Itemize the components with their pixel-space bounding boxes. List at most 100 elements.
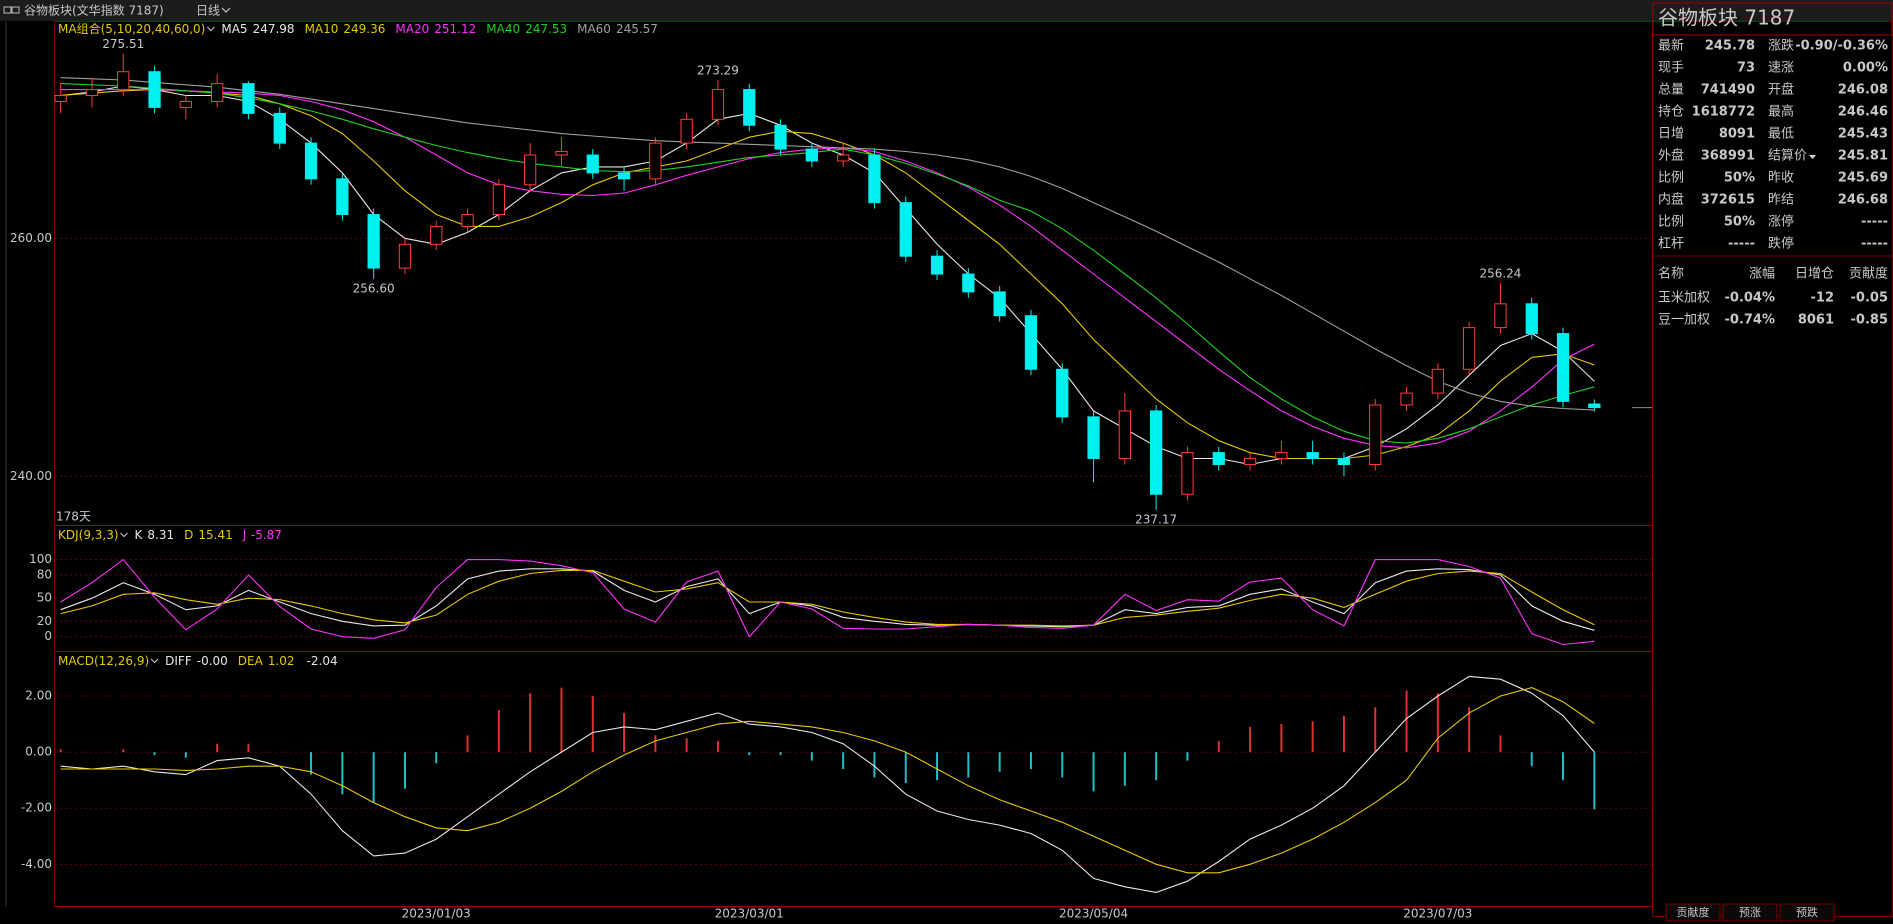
candle-body bbox=[1243, 458, 1257, 465]
x-tick-label: 2023/01/03 bbox=[402, 907, 471, 921]
candle-body bbox=[743, 89, 756, 126]
legend-value: -5.87 bbox=[251, 528, 282, 542]
y-tick-label: -4.00 bbox=[21, 857, 52, 871]
quote-label: 开盘 bbox=[1768, 82, 1794, 98]
legend-name: MA60 bbox=[577, 22, 611, 36]
candle-body bbox=[993, 291, 1006, 317]
quote-label: 杠杆 bbox=[1658, 236, 1684, 252]
x-tick-label: 2023/03/01 bbox=[715, 907, 784, 921]
legend-value: 247.53 bbox=[525, 22, 567, 36]
quote-value: -0.90/-0.36% bbox=[1795, 39, 1888, 54]
candle-body bbox=[649, 142, 662, 180]
indicator-line bbox=[60, 89, 1595, 449]
indicator-line bbox=[60, 569, 1595, 627]
candle-body bbox=[1369, 404, 1382, 465]
quote-value: 0.00% bbox=[1843, 61, 1888, 76]
period-selector[interactable]: 日线 bbox=[196, 4, 220, 18]
candle-body bbox=[304, 142, 318, 180]
tab[interactable] bbox=[1722, 903, 1778, 922]
component-cell: 8061 bbox=[1798, 313, 1834, 328]
candle-body bbox=[1556, 333, 1570, 402]
day-count: 178天 bbox=[56, 510, 91, 524]
legend: MA组合(5,10,20,40,60,0) MA5 247.98 MA10 249.36… bbox=[58, 21, 658, 36]
dropdown-icon[interactable] bbox=[1809, 155, 1817, 159]
candle-body bbox=[367, 214, 380, 269]
candle-body bbox=[148, 71, 161, 108]
candle-body bbox=[398, 243, 412, 269]
candle-body bbox=[1494, 303, 1507, 329]
component-cell: -12 bbox=[1811, 291, 1835, 306]
legend-dropdown[interactable] bbox=[207, 26, 215, 32]
legend-name: K bbox=[135, 528, 144, 542]
tab-label[interactable]: 贡献度 bbox=[1677, 905, 1710, 919]
y-tick-label: 50 bbox=[37, 591, 52, 605]
quote-value: 1618772 bbox=[1692, 105, 1755, 120]
quote-value: 245.43 bbox=[1838, 127, 1888, 142]
candle-body bbox=[1181, 452, 1194, 495]
y-tick-label: -2.00 bbox=[21, 801, 52, 815]
y-tick-label: 2.00 bbox=[25, 689, 52, 703]
legend-name: MA20 bbox=[395, 22, 429, 36]
candle-body bbox=[117, 71, 130, 91]
quote-label: 总量 bbox=[1658, 83, 1684, 98]
candle-body bbox=[805, 148, 818, 162]
quote-value: 245.69 bbox=[1838, 171, 1888, 186]
indicator-line bbox=[60, 558, 1595, 646]
quote-value: 246.08 bbox=[1838, 83, 1888, 98]
indicator-line bbox=[60, 89, 1595, 460]
quote-label: 现手 bbox=[1658, 61, 1684, 76]
window-icon[interactable] bbox=[3, 6, 12, 14]
candle-body bbox=[1431, 368, 1444, 394]
tab[interactable] bbox=[1779, 903, 1835, 922]
y-tick-label: 100 bbox=[29, 552, 52, 566]
candle-body bbox=[461, 214, 474, 227]
candle-body bbox=[1463, 327, 1476, 370]
quote-label: 比例 bbox=[1658, 215, 1684, 230]
legend-name: DIFF bbox=[165, 654, 192, 668]
legend-dropdown[interactable] bbox=[120, 532, 128, 538]
candle-body bbox=[774, 124, 787, 150]
tab-label[interactable]: 预涨 bbox=[1739, 906, 1761, 919]
dropdown-icon[interactable] bbox=[221, 7, 231, 13]
window-icon[interactable] bbox=[11, 6, 20, 14]
tab-label[interactable]: 预跌 bbox=[1796, 905, 1818, 919]
candle-body bbox=[837, 154, 850, 162]
tab[interactable] bbox=[1665, 903, 1721, 922]
candle-body bbox=[524, 154, 537, 186]
candle-body bbox=[336, 178, 349, 216]
legend-value: -2.04 bbox=[307, 654, 338, 668]
legend-name: MA40 bbox=[486, 22, 520, 36]
candle-body bbox=[54, 95, 67, 102]
quote-label: 涨跌 bbox=[1768, 38, 1794, 54]
legend-value: 251.12 bbox=[434, 22, 476, 36]
candle-body bbox=[1525, 303, 1538, 335]
indicator-line bbox=[60, 687, 1595, 874]
candle-body bbox=[680, 118, 693, 144]
candle-body bbox=[930, 255, 944, 275]
candle-body bbox=[430, 225, 443, 245]
candle-body bbox=[179, 100, 192, 108]
x-tick-label: 2023/05/04 bbox=[1059, 907, 1128, 921]
legend-dropdown[interactable] bbox=[150, 658, 159, 664]
quote-title-frame bbox=[1652, 2, 1893, 36]
quote-value: 246.46 bbox=[1838, 105, 1888, 120]
quote-value: 73 bbox=[1737, 61, 1755, 76]
candle-body bbox=[1087, 416, 1100, 460]
indicator-line bbox=[60, 77, 1595, 411]
quote-label: 昨结 bbox=[1768, 193, 1794, 208]
candle-body bbox=[1056, 368, 1069, 418]
quote-label: 跌停 bbox=[1768, 236, 1794, 252]
component-cell: 玉米加权 bbox=[1658, 290, 1710, 306]
quote-value: 245.78 bbox=[1705, 39, 1755, 54]
legend-name: D bbox=[184, 528, 193, 542]
component-cell: -0.04% bbox=[1725, 291, 1776, 306]
candle-body bbox=[1588, 403, 1601, 409]
legend-value: -0.00 bbox=[197, 654, 228, 668]
y-tick-label: 0.00 bbox=[25, 745, 52, 759]
legend-value: 8.31 bbox=[147, 528, 174, 542]
candle-body bbox=[1400, 392, 1413, 406]
legend-value: 249.36 bbox=[343, 22, 385, 36]
legend: KDJ(9,3,3) K 8.31 D 15.41 J -5.87 bbox=[58, 528, 282, 542]
